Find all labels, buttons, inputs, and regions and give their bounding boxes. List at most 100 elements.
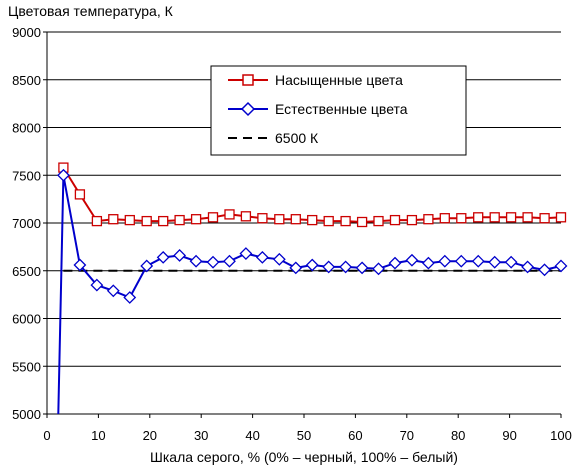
data-point-diamond <box>173 249 187 262</box>
data-point-square <box>307 214 318 226</box>
x-tick-label: 100 <box>550 428 572 443</box>
data-point-diamond <box>206 255 220 269</box>
y-tick-label: 7000 <box>12 216 41 231</box>
data-point-square <box>373 215 384 227</box>
legend-label-reference: 6500 К <box>275 130 319 146</box>
data-point-square <box>389 214 401 226</box>
x-tick-label: 0 <box>43 428 50 443</box>
data-point-diamond <box>289 261 303 275</box>
data-point-diamond <box>123 291 137 304</box>
y-tick-label: 5000 <box>12 407 41 422</box>
data-point-square <box>141 215 152 227</box>
data-point-square <box>124 214 135 226</box>
data-point-square <box>290 214 301 225</box>
legend-marker-natural <box>240 101 256 117</box>
data-point-diamond <box>305 258 319 272</box>
data-point-square <box>473 212 484 223</box>
x-tick-label: 80 <box>451 428 465 443</box>
y-tick-label: 5500 <box>12 359 41 374</box>
y-tick-label: 7500 <box>12 168 41 183</box>
data-point-square <box>423 214 434 225</box>
tick-labels: 5000 5500 6000 6500 7000 7500 8000 8500 9000 0 10 2… <box>12 25 572 443</box>
data-point-diamond <box>521 260 535 274</box>
data-point-diamond <box>438 254 452 268</box>
data-point-square <box>108 214 119 225</box>
data-point-diamond <box>504 255 518 269</box>
legend-marker-saturated <box>242 74 254 86</box>
data-point-diamond <box>90 278 104 292</box>
y-axis-title: Цветовая температура, К <box>8 3 174 19</box>
y-tick-label: 8000 <box>12 121 41 136</box>
x-axis-title: Шкала серого, % (0% – черный, 100% – бел… <box>150 449 458 465</box>
y-tick-label: 6000 <box>12 312 41 327</box>
x-tick-label: 40 <box>245 428 259 443</box>
data-point-square <box>505 212 517 223</box>
series-line <box>57 175 562 415</box>
y-tick-label: 8500 <box>12 73 41 88</box>
data-point-diamond <box>322 260 336 274</box>
series-0 <box>58 162 567 228</box>
data-point-square <box>456 213 467 224</box>
data-point-diamond <box>106 284 120 298</box>
data-point-square <box>323 215 334 227</box>
data-point-square <box>340 215 351 227</box>
data-point-diamond <box>272 252 286 266</box>
data-point-square <box>224 209 235 220</box>
data-point-diamond <box>554 259 568 273</box>
x-tick-label: 60 <box>348 428 362 443</box>
x-tick-label: 20 <box>143 428 157 443</box>
data-point-square <box>555 212 567 223</box>
data-point-diamond <box>355 261 369 275</box>
data-point-diamond <box>189 254 203 268</box>
data-point-diamond <box>388 256 402 270</box>
data-point-diamond <box>405 253 419 267</box>
legend-entry-saturated: Насыщенные цвета <box>228 72 403 88</box>
data-point-diamond <box>57 168 70 182</box>
series-1 <box>57 168 568 415</box>
legend-label-saturated: Насыщенные цвета <box>275 72 403 88</box>
x-tick-label: 50 <box>297 428 311 443</box>
y-tick-label: 6500 <box>12 264 41 279</box>
data-point-square <box>207 212 219 223</box>
x-tick-label: 90 <box>502 428 516 443</box>
y-tick-label: 9000 <box>12 25 41 40</box>
data-point-diamond <box>255 250 269 264</box>
data-point-diamond <box>156 250 170 264</box>
data-point-diamond <box>421 256 435 270</box>
x-tick-label: 30 <box>194 428 208 443</box>
data-point-square <box>240 211 252 222</box>
data-point-square <box>190 214 202 225</box>
legend-entry-reference: 6500 К <box>228 130 319 146</box>
data-point-square <box>274 214 285 225</box>
data-point-square <box>356 216 368 228</box>
data-point-diamond <box>454 254 468 268</box>
data-point-square <box>158 215 169 227</box>
legend-label-natural: Естественные цвета <box>275 101 408 117</box>
data-point-diamond <box>471 254 485 268</box>
data-point-diamond <box>239 247 253 260</box>
data-point-diamond <box>372 262 385 276</box>
data-point-square <box>91 215 103 227</box>
data-point-diamond <box>538 263 551 277</box>
data-point-square <box>174 214 185 226</box>
x-tick-label: 10 <box>91 428 105 443</box>
legend-entry-natural: Естественные цвета <box>228 101 408 117</box>
data-point-diamond <box>339 260 353 274</box>
data-point-diamond <box>73 258 87 272</box>
legend: Насыщенные цвета Естественные цвета 6500… <box>210 65 467 156</box>
x-tick-label: 70 <box>400 428 414 443</box>
data-point-square <box>406 214 418 226</box>
data-point-diamond <box>140 259 154 273</box>
data-point-diamond <box>488 255 502 269</box>
data-point-square <box>439 213 450 224</box>
data-point-square <box>539 213 550 224</box>
data-point-square <box>74 189 86 200</box>
data-point-square <box>522 212 533 223</box>
axes <box>43 31 562 418</box>
series-line <box>62 167 562 224</box>
data-point-square <box>257 213 268 224</box>
data-point-diamond <box>223 254 236 268</box>
series-lines <box>57 162 568 415</box>
data-point-square <box>489 212 500 223</box>
